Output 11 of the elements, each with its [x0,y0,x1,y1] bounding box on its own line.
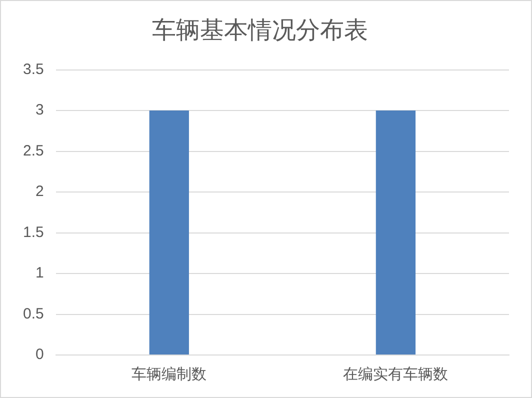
y-tick-label: 0.5 [22,305,44,322]
y-tick-label: 1 [36,264,44,282]
y-tick-label: 0 [36,346,44,364]
x-tick-label: 车辆编制数 [132,366,207,384]
y-tick-label: 2 [36,183,44,200]
y-tick-label: 1.5 [22,224,44,241]
y-tick-label: 3 [36,102,44,119]
y-tick-label: 3.5 [22,60,44,78]
x-tick-label: 在编实有车辆数 [343,366,448,384]
y-tick-label: 2.5 [22,142,44,160]
chart-title: 车辆基本情况分布表 [152,17,368,44]
